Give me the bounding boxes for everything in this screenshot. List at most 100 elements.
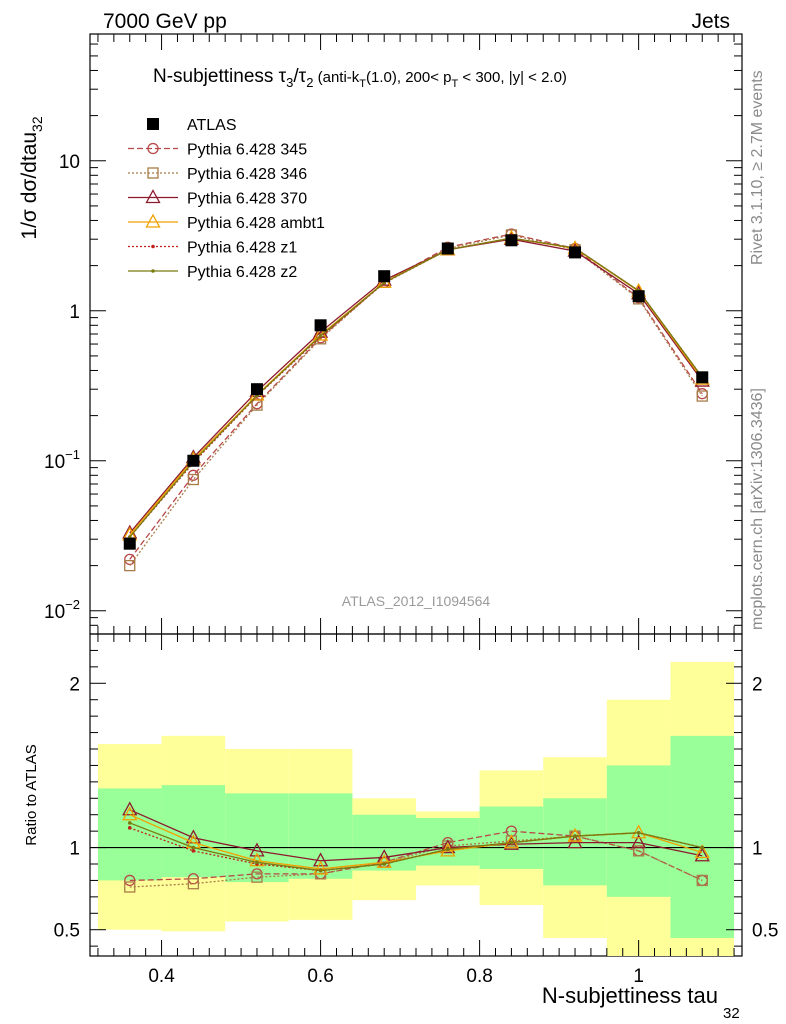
plot-title: N-subjettiness τ3/τ2 (anti-kT(1.0), 200<… (153, 66, 567, 90)
series-point-p345 (124, 553, 136, 566)
atlas-point (441, 242, 454, 255)
main-series-layer (122, 228, 710, 572)
ratio-point-p345 (124, 874, 136, 887)
main-y-axis-label: 1/σ dσ/dtau32 (18, 116, 45, 239)
ratio-point-ambt1 (694, 844, 710, 859)
ratio-point-z1 (191, 849, 196, 853)
atlas-point (314, 319, 327, 332)
ratio-point-p346 (251, 871, 263, 883)
ratio-point-p346 (632, 845, 645, 857)
ratio-point-ambt1 (631, 824, 647, 839)
ratio-point-p346 (696, 874, 708, 887)
x-tick-label: 0.8 (466, 966, 492, 987)
ratio-y-axis-label: Ratio to ATLAS (23, 744, 40, 845)
legend-entry-ambt1: Pythia 6.428 ambt1 (128, 213, 325, 232)
ratio-point-ambt1 (312, 860, 329, 875)
site-note: mcplots.cern.ch [arXiv:1306.3436] (749, 388, 766, 630)
legend-marker-p345 (147, 142, 159, 155)
ratio-point-p346 (187, 878, 200, 890)
x-axis-label-subscript: 32 (723, 1005, 740, 1022)
ratio-point-z1 (127, 826, 132, 830)
ratio-point-p370 (631, 834, 647, 849)
x-axis-label: N-subjettiness tau (542, 983, 718, 1008)
x-tick-label: 0.4 (148, 966, 175, 987)
atlas-point (505, 234, 518, 247)
ratio-point-z2 (255, 860, 259, 865)
atlas-point (569, 246, 582, 259)
legend-label-p346: Pythia 6.428 346 (187, 166, 307, 183)
series-line-p345 (129, 233, 703, 560)
legend-entry-p370: Pythia 6.428 370 (128, 189, 307, 208)
atlas-point (378, 270, 391, 283)
legend-marker-atlas (147, 118, 159, 130)
legend-marker-ambt1 (145, 213, 161, 228)
legend-entry-atlas: ATLAS (147, 117, 237, 134)
atlas-point (696, 371, 709, 384)
ratio-y-tick-label: 2 (69, 674, 80, 695)
x-tick-label: 1 (633, 966, 644, 987)
ratio-point-z2 (509, 840, 514, 845)
ratio-point-p370 (249, 842, 265, 857)
ratio-point-z2 (446, 847, 450, 852)
ratio-point-z2 (191, 845, 196, 850)
legend-label-p345: Pythia 6.428 345 (187, 142, 307, 159)
ratio-y-tick-label-right: 0.5 (752, 921, 778, 942)
legend-marker-z2 (151, 269, 155, 273)
series-line-ambt1 (129, 237, 703, 536)
legend-label-p370: Pythia 6.428 370 (187, 191, 307, 208)
series-point-p346 (187, 473, 200, 486)
x-tick-label: 0.6 (307, 966, 333, 987)
ratio-y-tick-label: 1 (69, 839, 80, 860)
atlas-point (123, 537, 136, 550)
legend: ATLAS Pythia 6.428 345 Pythia 6.428 346 Pyt… (128, 117, 325, 281)
ratio-band-inner (288, 793, 353, 879)
legend-marker-z1 (151, 244, 155, 249)
ratio-point-z2 (636, 830, 641, 835)
ratio-band-inner (670, 735, 735, 938)
ratio-point-z2 (382, 862, 386, 866)
legend-entry-z2: Pythia 6.428 z2 (128, 264, 297, 281)
legend-label-z2: Pythia 6.428 z2 (187, 264, 297, 281)
ratio-point-ambt1 (122, 806, 138, 821)
main-y-tick-label: 10−2 (44, 597, 80, 623)
ratio-line-p346 (129, 835, 703, 888)
ratio-point-z2 (127, 821, 132, 825)
energy-label: 7000 GeV pp (103, 10, 227, 33)
ratio-series-layer (122, 801, 710, 893)
ratio-point-ambt1 (503, 834, 520, 849)
series-point-p346 (124, 559, 136, 572)
legend-label-ambt1: Pythia 6.428 ambt1 (187, 215, 325, 232)
series-line-p370 (129, 238, 703, 534)
series-line-z2 (129, 237, 703, 538)
ratio-band-inner (352, 814, 416, 871)
ratio-point-ambt1 (567, 827, 583, 842)
atlas-point (250, 383, 263, 396)
ratio-y-tick-label-right: 2 (752, 674, 763, 695)
legend-entry-p346: Pythia 6.428 346 (128, 166, 307, 183)
ratio-line-p370 (129, 809, 703, 862)
ratio-point-p346 (124, 881, 136, 893)
ratio-y-tick-label: 0.5 (54, 921, 80, 942)
series-line-p346 (129, 234, 703, 566)
ratio-point-p370 (694, 847, 710, 862)
main-y-tick-label: 10−1 (44, 447, 80, 473)
ratio-band-inner (543, 798, 607, 886)
series-point-p346 (696, 390, 708, 402)
ratio-point-z2 (573, 834, 577, 838)
axis-ticks: 10−2 10−1 1 10 0.4 0.6 0.8 1 0.5 0.5 1 1 2 2 (44, 33, 778, 987)
series-line-z1 (129, 237, 703, 538)
ratio-point-z2 (318, 868, 323, 873)
legend-label-z1: Pythia 6.428 z1 (187, 240, 297, 257)
ratio-point-p370 (440, 839, 456, 854)
legend-entry-z1: Pythia 6.428 z1 (128, 240, 297, 257)
ratio-point-z2 (700, 845, 705, 850)
atlas-point (632, 290, 645, 303)
ratio-band-inner (225, 793, 289, 883)
legend-label-atlas: ATLAS (187, 117, 237, 134)
series-point-z2 (318, 334, 323, 338)
rivet-note: Rivet 3.1.10, ≥ 2.7M events (749, 70, 766, 265)
analysis-id: ATLAS_2012_I1094564 (342, 593, 491, 609)
ratio-line-z2 (129, 822, 703, 872)
main-y-tick-label: 10 (59, 152, 80, 173)
